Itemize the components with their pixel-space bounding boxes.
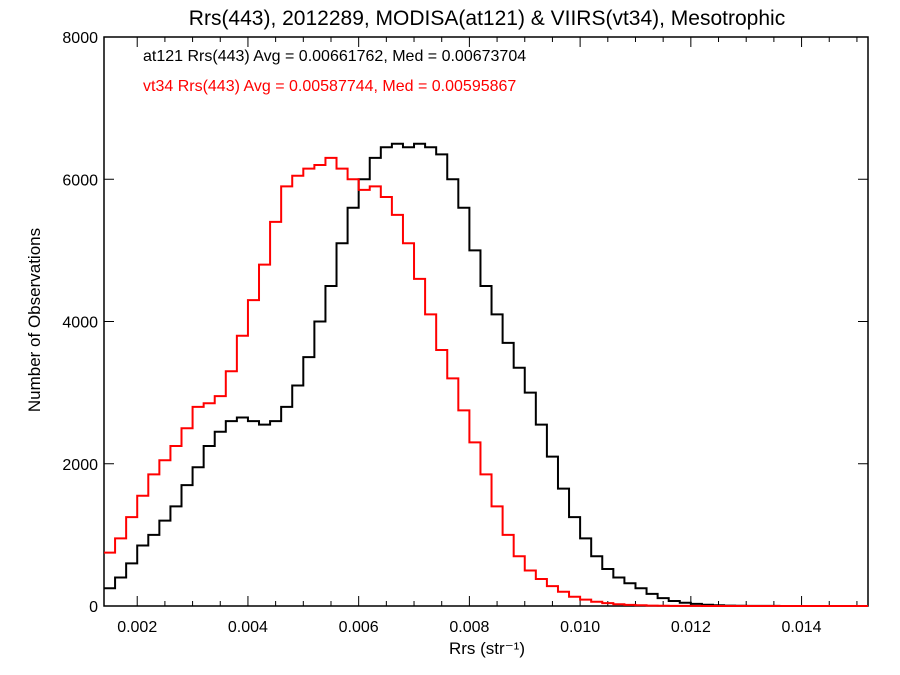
x-tick-label: 0.008: [449, 619, 489, 636]
annotation-vt34: vt34 Rrs(443) Avg = 0.00587744, Med = 0.…: [143, 78, 516, 95]
x-tick-label: 0.012: [671, 619, 711, 636]
x-axis-label: Rrs (str⁻¹): [449, 639, 525, 658]
x-tick-label: 0.014: [782, 619, 822, 636]
plot-frame: [103, 36, 869, 607]
x-tick-label: 0.006: [339, 619, 379, 636]
y-tick-label: 0: [89, 599, 98, 616]
y-axis-ticks: 0 2000 4000 6000 8000: [62, 30, 868, 616]
series-line-0: [104, 142, 868, 607]
annotation-at121: at121 Rrs(443) Avg = 0.00661762, Med = 0…: [143, 48, 526, 65]
y-tick-label: 4000: [62, 315, 98, 332]
x-tick-label: 0.004: [228, 619, 268, 636]
chart-title: Rrs(443), 2012289, MODISA(at121) & VIIRS…: [189, 7, 785, 30]
y-tick-label: 6000: [62, 172, 98, 189]
x-tick-label: 0.010: [560, 619, 600, 636]
y-tick-label: 2000: [62, 457, 98, 474]
series-line-1: [104, 156, 868, 607]
y-axis-label: Number of Observations: [25, 228, 44, 412]
y-tick-label: 8000: [62, 30, 98, 47]
series-layer: [104, 142, 868, 607]
x-axis-ticks: 0.002 0.004 0.006 0.008 0.010 0.012 0.014: [117, 37, 858, 636]
x-tick-label: 0.002: [117, 619, 157, 636]
